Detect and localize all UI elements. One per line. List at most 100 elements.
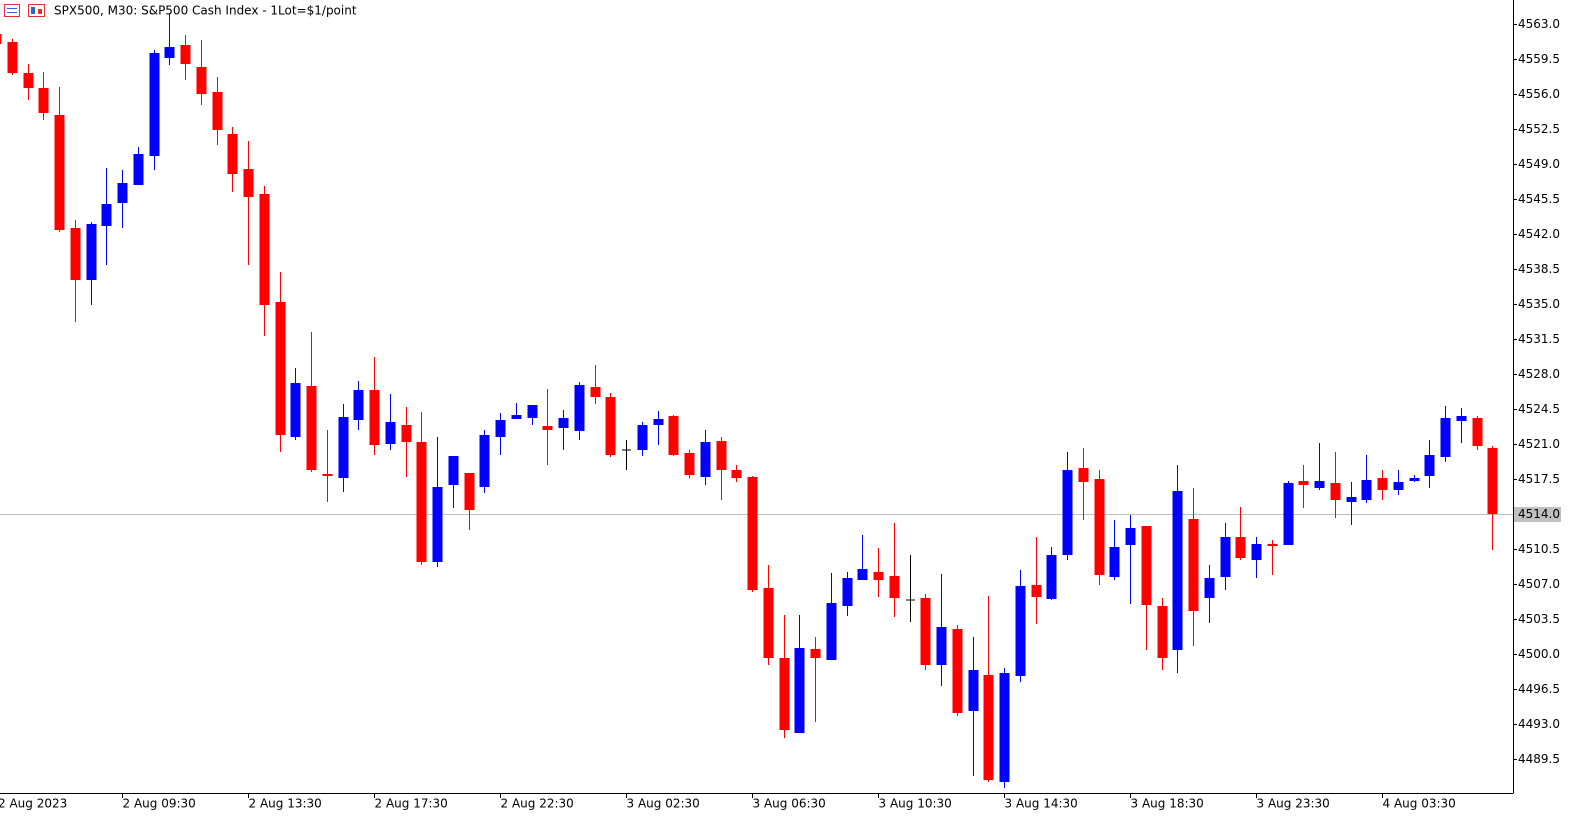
candle-body <box>1172 491 1183 650</box>
x-tick-label: 3 Aug 02:30 <box>627 797 700 811</box>
candle-body <box>495 420 506 437</box>
candle-body <box>338 417 349 478</box>
candle-body <box>527 405 538 418</box>
candle-body <box>1125 528 1136 545</box>
y-tick-label: 4542.0 <box>1518 227 1560 241</box>
candle-body <box>763 588 774 658</box>
y-tick-label: 4517.5 <box>1518 472 1560 486</box>
candle-body <box>873 572 884 580</box>
x-tick-label: 3 Aug 18:30 <box>1131 797 1204 811</box>
y-tick-label: 4496.5 <box>1518 682 1560 696</box>
candle-body <box>479 435 490 487</box>
x-tick-label: 3 Aug 14:30 <box>1005 797 1078 811</box>
candle-body <box>542 426 553 430</box>
candle-body <box>999 673 1010 782</box>
candle-body <box>149 53 160 156</box>
candle-body <box>1267 544 1278 546</box>
current-price-label: 4514.0 <box>1518 507 1560 521</box>
candle-body <box>86 224 97 280</box>
candle-body <box>353 390 364 420</box>
candle-body <box>968 670 979 711</box>
candle-body <box>558 418 569 428</box>
candle-body <box>731 470 742 478</box>
candle-body <box>385 422 396 444</box>
candle-body <box>0 34 2 44</box>
candle-body <box>1188 519 1199 611</box>
current-price-box <box>1514 507 1561 522</box>
x-tick-label: 2 Aug 09:30 <box>123 797 196 811</box>
candle-body <box>212 92 223 130</box>
candle-body <box>1141 526 1152 605</box>
candle-body <box>1330 483 1341 500</box>
candle-body <box>38 88 49 113</box>
candle-body <box>1487 448 1498 514</box>
y-tick-label: 4528.0 <box>1518 367 1560 381</box>
candle-body <box>369 390 380 445</box>
x-tick-label: 2 Aug 17:30 <box>375 797 448 811</box>
x-tick-label: 2 Aug 2023 <box>0 797 67 811</box>
y-tick-label: 4552.5 <box>1518 122 1560 136</box>
candle-body <box>590 387 601 397</box>
candle-body <box>7 42 18 73</box>
candle-body <box>857 569 868 580</box>
candle-body <box>574 385 585 431</box>
candle-body <box>1377 478 1388 490</box>
candle-body <box>1251 544 1262 560</box>
y-tick-label: 4549.0 <box>1518 157 1560 171</box>
icon-bar <box>38 9 42 14</box>
icon <box>4 4 20 17</box>
candle-body <box>1393 482 1404 490</box>
candle-body <box>1409 478 1420 481</box>
candle-body <box>1204 578 1215 598</box>
y-tick-label: 4510.5 <box>1518 542 1560 556</box>
candle-body <box>605 397 616 455</box>
y-tick-label: 4503.5 <box>1518 612 1560 626</box>
candle-body <box>275 302 286 435</box>
candle-body <box>1298 481 1309 485</box>
candle-body <box>511 415 522 419</box>
candle-body <box>1424 455 1435 476</box>
x-tick-label: 2 Aug 13:30 <box>249 797 322 811</box>
candle-body <box>920 598 931 665</box>
candle-body <box>794 648 805 733</box>
x-tick-label: 2 Aug 22:30 <box>501 797 574 811</box>
y-tick-label: 4563.0 <box>1518 17 1560 31</box>
y-tick-label: 4507.0 <box>1518 577 1560 591</box>
candle-body <box>668 416 679 455</box>
candle-body <box>133 154 144 185</box>
x-tick-label: 3 Aug 10:30 <box>879 797 952 811</box>
candle-body <box>54 115 65 230</box>
candle-body <box>259 194 270 305</box>
y-tick-label: 4500.0 <box>1518 647 1560 661</box>
chart-title: SPX500, M30: S&P500 Cash Index - 1Lot=$1… <box>54 4 357 18</box>
candle-body <box>243 169 254 197</box>
x-tick-label: 3 Aug 06:30 <box>753 797 826 811</box>
candle-body <box>653 419 664 425</box>
y-tick-label: 4559.5 <box>1518 52 1560 66</box>
y-tick-label: 4489.5 <box>1518 752 1560 766</box>
candle-body <box>416 442 427 562</box>
candle-body <box>290 383 301 437</box>
candle-body <box>684 453 695 475</box>
candle-body <box>432 487 443 562</box>
candle-body <box>1283 483 1294 545</box>
candle-body <box>1220 537 1231 577</box>
candle-body <box>936 627 947 665</box>
candle-body <box>1361 480 1372 500</box>
x-tick-label: 3 Aug 23:30 <box>1257 797 1330 811</box>
candle-body <box>716 441 727 470</box>
candle-body <box>322 474 333 476</box>
candle-body <box>1440 418 1451 457</box>
candle-body <box>747 477 758 590</box>
x-tick-label: 4 Aug 03:30 <box>1383 797 1456 811</box>
candle-body <box>448 456 459 485</box>
candle-body <box>1346 497 1357 502</box>
candle-body <box>810 649 821 658</box>
candle-body <box>889 576 900 598</box>
candle-body <box>101 204 112 226</box>
y-tick-label: 4538.5 <box>1518 262 1560 276</box>
y-tick-label: 4556.0 <box>1518 87 1560 101</box>
candle-body <box>1235 537 1246 558</box>
y-tick-label: 4535.0 <box>1518 297 1560 311</box>
